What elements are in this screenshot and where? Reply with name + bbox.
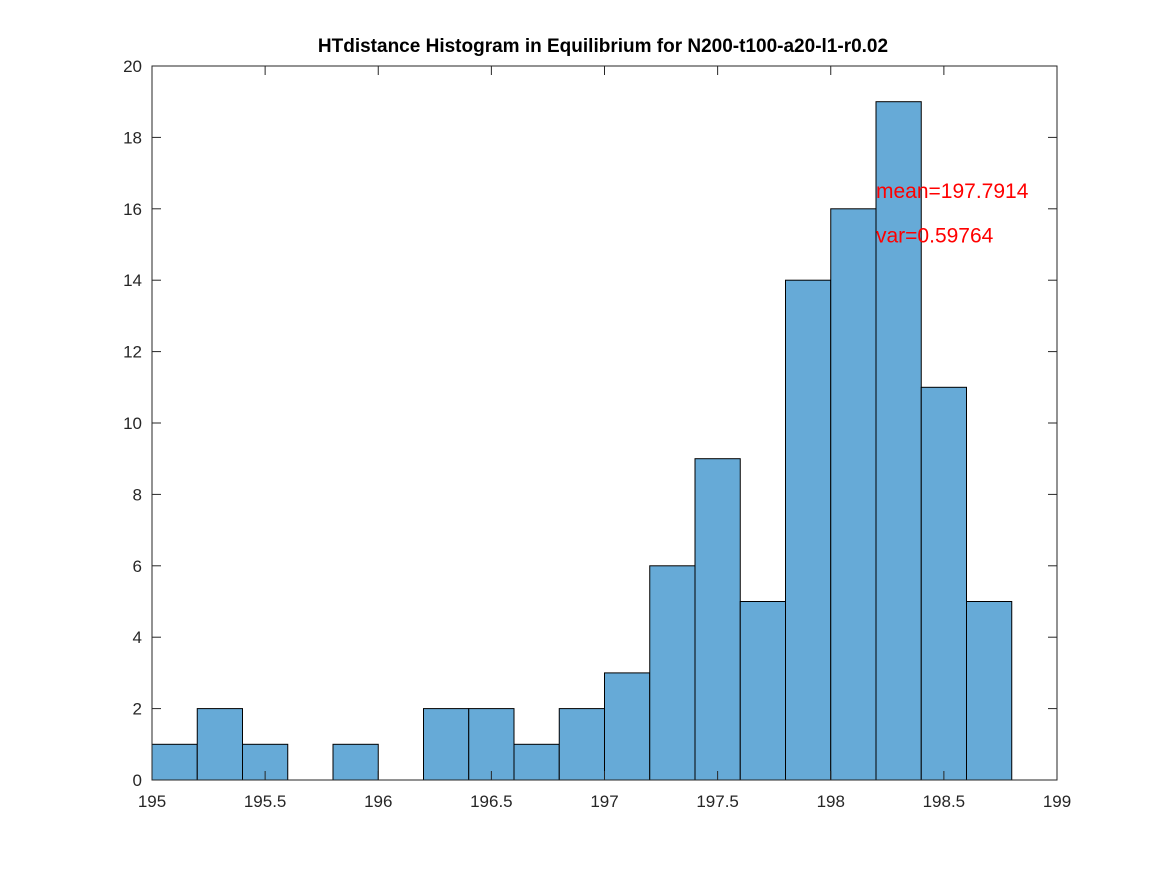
histogram-bar <box>604 672 651 781</box>
histogram-bar <box>966 601 1013 781</box>
x-tick-label: 195.5 <box>244 792 287 811</box>
y-tick-label: 10 <box>123 414 142 433</box>
chart-annotations: mean=197.7914 var=0.59764 <box>876 180 1029 248</box>
histogram-bar <box>513 743 560 781</box>
y-tick-label: 4 <box>133 628 142 647</box>
y-tick-label: 18 <box>123 128 142 147</box>
x-tick-label: 196.5 <box>470 792 513 811</box>
histogram-bar <box>694 458 741 781</box>
plot-axes: 195 195.5 196 196.5 197 197.5 198 198.5 199 0 2 4 6 8… <box>123 57 1071 811</box>
histogram-bar <box>196 708 243 781</box>
histogram-bar <box>468 708 515 781</box>
histogram-bar <box>830 208 877 781</box>
histogram-bar <box>151 743 198 781</box>
x-tick-label: 195 <box>138 792 166 811</box>
histogram-bar <box>423 708 470 781</box>
x-tick-label: 199 <box>1043 792 1071 811</box>
y-tick-label: 0 <box>133 771 142 790</box>
y-tick-label: 14 <box>123 271 142 290</box>
histogram-bar <box>920 386 967 781</box>
histogram-bar <box>558 708 605 781</box>
histogram-bar <box>739 601 786 781</box>
histogram-bar <box>649 565 696 781</box>
y-tick-label: 16 <box>123 200 142 219</box>
y-tick-label: 20 <box>123 57 142 76</box>
x-tick-label: 198 <box>817 792 845 811</box>
y-tick-label: 2 <box>133 700 142 719</box>
histogram-bar <box>875 101 922 781</box>
x-tick-label: 198.5 <box>923 792 966 811</box>
stat-annotation: var=0.59764 <box>876 225 994 248</box>
x-tick-label: 197 <box>590 792 618 811</box>
x-tick-label: 196 <box>364 792 392 811</box>
x-tick-label: 197.5 <box>696 792 739 811</box>
histogram-bar <box>332 743 379 781</box>
stat-annotation: mean=197.7914 <box>876 180 1029 203</box>
histogram-bar <box>785 279 832 781</box>
chart-title: HTdistance Histogram in Equilibrium for … <box>318 36 888 57</box>
histogram-bars <box>151 101 1013 781</box>
y-tick-label: 8 <box>133 485 142 504</box>
y-tick-label: 12 <box>123 343 142 362</box>
y-tick-label: 6 <box>133 557 142 576</box>
